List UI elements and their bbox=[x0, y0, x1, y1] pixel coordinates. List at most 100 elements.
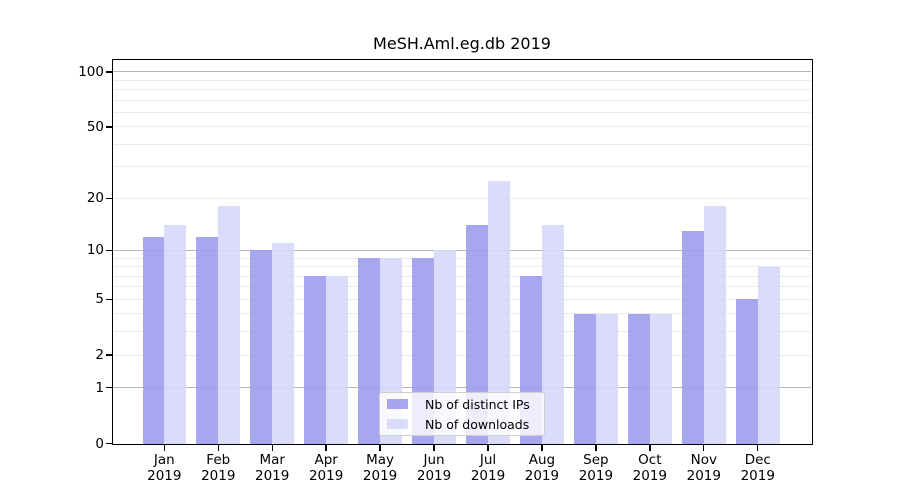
x-tick-label-year-feb: 2019 bbox=[201, 468, 236, 484]
y-tick-mark-50 bbox=[106, 126, 113, 128]
y-tick-label-0: 0 bbox=[95, 435, 104, 452]
gridline-minor-30 bbox=[113, 166, 811, 168]
legend-swatch-nb-of-downloads bbox=[387, 418, 408, 430]
x-tick-label-month-mar: Mar bbox=[259, 452, 285, 468]
x-tick-label-oct: Oct 2019 bbox=[610, 452, 690, 484]
gridline-minor-7 bbox=[113, 275, 811, 277]
legend-row-nb-of-downloads: Nb of downloads bbox=[380, 414, 544, 434]
x-tick-label-apr: Apr 2019 bbox=[286, 452, 366, 484]
x-tick-label-year-dec: 2019 bbox=[740, 468, 775, 484]
gridline-minor-40 bbox=[113, 143, 811, 145]
y-tick-label-50: 50 bbox=[86, 118, 104, 135]
y-tick-label-1: 1 bbox=[95, 379, 104, 396]
bar-nb-of-downloads-oct bbox=[649, 313, 672, 444]
gridline-minor-6 bbox=[113, 286, 811, 288]
gridline-minor-3 bbox=[113, 331, 811, 333]
bar-nb-of-distinct-ips-feb bbox=[196, 236, 219, 444]
bar-nb-of-distinct-ips-jan bbox=[142, 236, 165, 444]
bar-nb-of-downloads-nov bbox=[703, 206, 726, 444]
gridline-minor-2 bbox=[113, 354, 811, 356]
x-tick-label-nov: Nov 2019 bbox=[664, 452, 744, 484]
gridline-minor-50 bbox=[113, 126, 811, 128]
y-tick-mark-10 bbox=[106, 249, 113, 252]
x-tick-label-month-aug: Aug bbox=[528, 452, 556, 468]
x-tick-label-month-jun: Jun bbox=[423, 452, 445, 468]
gridline-major-1 bbox=[113, 387, 811, 389]
y-tick-label-2: 2 bbox=[95, 347, 104, 364]
x-tick-label-month-apr: Apr bbox=[314, 452, 338, 468]
x-tick-mark-jan bbox=[163, 444, 165, 451]
x-tick-label-year-nov: 2019 bbox=[686, 468, 721, 484]
gridline-major-100 bbox=[113, 71, 811, 73]
gridline-minor-8 bbox=[113, 266, 811, 268]
bar-nb-of-distinct-ips-mar bbox=[250, 250, 273, 444]
y-tick-mark-0 bbox=[106, 442, 113, 445]
x-tick-mark-apr bbox=[325, 444, 327, 451]
gridline-minor-80 bbox=[113, 89, 811, 91]
x-tick-label-year-apr: 2019 bbox=[308, 468, 344, 484]
x-tick-label-feb: Feb 2019 bbox=[178, 452, 258, 484]
legend: Nb of distinct IPs Nb of downloads bbox=[379, 392, 545, 436]
x-tick-label-month-nov: Nov bbox=[690, 452, 717, 468]
gridline-minor-60 bbox=[113, 111, 811, 113]
x-tick-label-year-jun: 2019 bbox=[416, 468, 452, 484]
x-tick-label-year-sep: 2019 bbox=[578, 468, 614, 484]
plot-area bbox=[113, 60, 811, 444]
bar-nb-of-distinct-ips-nov bbox=[682, 230, 704, 444]
legend-label-nb-of-downloads: Nb of downloads bbox=[425, 416, 530, 432]
legend-swatch-nb-of-distinct-ips bbox=[387, 398, 408, 410]
x-tick-label-month-sep: Sep bbox=[583, 452, 609, 468]
x-tick-mark-nov bbox=[703, 444, 705, 451]
x-tick-mark-mar bbox=[271, 444, 273, 451]
bar-nb-of-distinct-ips-oct bbox=[628, 313, 650, 444]
y-tick-label-100: 100 bbox=[78, 63, 104, 80]
x-tick-label-may: May 2019 bbox=[340, 452, 420, 484]
x-tick-label-dec: Dec 2019 bbox=[718, 452, 798, 484]
x-tick-label-jan: Jan 2019 bbox=[124, 452, 204, 484]
bar-nb-of-downloads-aug bbox=[541, 225, 564, 444]
x-tick-mark-sep bbox=[595, 444, 597, 451]
x-tick-label-month-jan: Jan bbox=[153, 452, 175, 468]
x-tick-label-month-may: May bbox=[366, 452, 395, 468]
bar-nb-of-downloads-apr bbox=[326, 276, 348, 444]
bar-nb-of-distinct-ips-apr bbox=[304, 276, 327, 444]
legend-row-nb-of-distinct-ips: Nb of distinct IPs bbox=[380, 394, 544, 414]
gridline-minor-90 bbox=[113, 79, 811, 81]
gridline-minor-70 bbox=[113, 99, 811, 101]
bar-nb-of-downloads-jul bbox=[488, 181, 510, 444]
x-tick-mark-dec bbox=[757, 444, 759, 451]
x-tick-mark-oct bbox=[649, 444, 651, 451]
x-tick-label-jun: Jun 2019 bbox=[394, 452, 474, 484]
bar-nb-of-distinct-ips-dec bbox=[735, 299, 758, 444]
x-tick-label-jul: Jul 2019 bbox=[448, 452, 528, 484]
x-tick-mark-jul bbox=[487, 444, 489, 451]
x-tick-mark-may bbox=[379, 444, 381, 451]
x-tick-label-month-dec: Dec bbox=[744, 452, 771, 468]
gridline-minor-5 bbox=[113, 298, 811, 300]
y-tick-mark-2 bbox=[106, 354, 113, 356]
x-tick-label-sep: Sep 2019 bbox=[556, 452, 636, 484]
x-tick-label-year-jul: 2019 bbox=[470, 468, 506, 484]
x-tick-label-mar: Mar 2019 bbox=[232, 452, 312, 484]
x-tick-label-month-oct: Oct bbox=[638, 452, 662, 468]
x-tick-label-year-mar: 2019 bbox=[255, 468, 290, 484]
y-tick-label-20: 20 bbox=[86, 190, 104, 207]
x-tick-label-year-jan: 2019 bbox=[147, 468, 182, 484]
y-tick-mark-100 bbox=[106, 71, 113, 73]
y-tick-mark-5 bbox=[106, 298, 113, 300]
x-tick-label-month-jul: Jul bbox=[479, 452, 497, 468]
bar-nb-of-downloads-jan bbox=[164, 225, 187, 444]
bar-nb-of-distinct-ips-jul bbox=[466, 225, 488, 444]
bar-nb-of-downloads-sep bbox=[595, 313, 618, 444]
bar-nb-of-downloads-dec bbox=[757, 266, 780, 444]
x-tick-mark-feb bbox=[217, 444, 219, 451]
x-tick-mark-jun bbox=[433, 444, 435, 451]
gridline-minor-4 bbox=[113, 313, 811, 315]
y-tick-label-5: 5 bbox=[95, 291, 104, 308]
y-tick-mark-20 bbox=[106, 197, 113, 199]
gridline-major-10 bbox=[113, 249, 811, 251]
legend-label-nb-of-distinct-ips: Nb of distinct IPs bbox=[425, 396, 530, 412]
x-tick-mark-aug bbox=[541, 444, 543, 451]
bar-nb-of-downloads-feb bbox=[218, 206, 241, 444]
